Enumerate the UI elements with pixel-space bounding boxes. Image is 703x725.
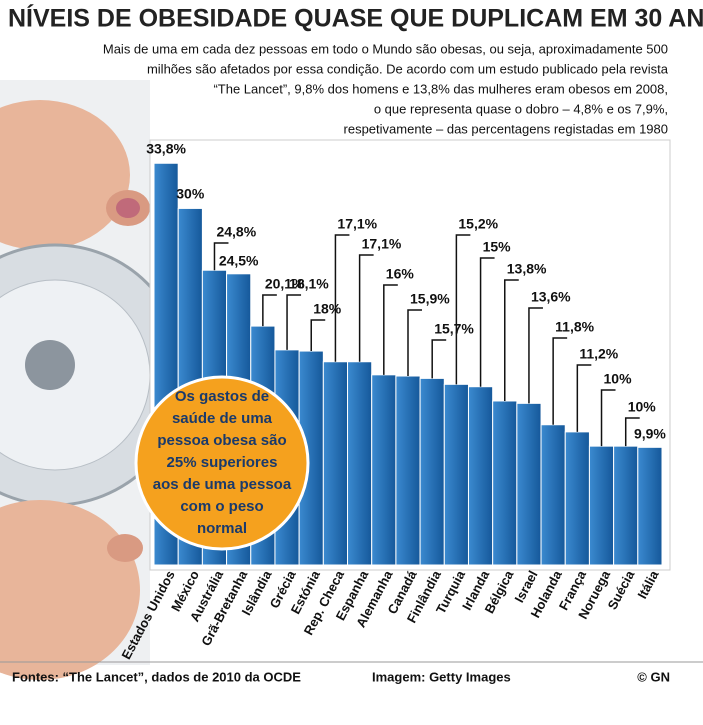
- value-label: 10%: [628, 399, 657, 415]
- leader-line: [334, 234, 350, 362]
- bar: [492, 400, 518, 566]
- bar: [613, 445, 639, 566]
- leader-line: [286, 294, 302, 350]
- leader-line: [407, 309, 422, 377]
- value-label: 24,8%: [216, 224, 256, 240]
- leader-line: [624, 417, 640, 447]
- value-label: 18,1%: [289, 276, 329, 292]
- leader-line: [455, 234, 471, 385]
- bar: [467, 386, 494, 566]
- subtitle-line: Mais de uma em cada dez pessoas em todo …: [103, 41, 668, 56]
- value-label: 15,7%: [434, 321, 474, 337]
- leader-line: [552, 337, 568, 425]
- bar: [540, 424, 566, 566]
- value-label: 17,1%: [362, 236, 402, 252]
- value-label: 13,6%: [531, 289, 571, 305]
- bar: [516, 402, 542, 566]
- value-label: 20,1%: [265, 276, 305, 292]
- annotation-line: 25% superiores: [167, 454, 278, 471]
- value-label: 15%: [483, 239, 512, 255]
- annotation-bubble: [134, 375, 310, 551]
- bar: [371, 374, 397, 566]
- bar: [443, 383, 469, 566]
- bar: [564, 431, 590, 566]
- value-label: 9,9%: [634, 426, 666, 442]
- leader-line: [310, 319, 326, 352]
- value-label: 11,2%: [579, 346, 618, 362]
- leader-line: [358, 254, 374, 362]
- subtitle-line: o que representa quase o dobro – 4,8% e …: [374, 101, 668, 116]
- bar: [419, 377, 445, 566]
- value-label: 11,8%: [555, 319, 594, 335]
- bar: [637, 446, 663, 566]
- value-label: 17,1%: [337, 216, 377, 232]
- value-label: 18%: [313, 301, 342, 317]
- x-tick-label: Itália: [634, 567, 662, 601]
- leader-line: [431, 339, 447, 379]
- annotation-line: Os gastos de: [175, 388, 269, 405]
- leader-line: [504, 279, 519, 401]
- value-label: 16%: [386, 266, 415, 282]
- annotation-line: com o peso: [180, 498, 263, 515]
- annotation-line: normal: [197, 520, 247, 537]
- bar: [395, 375, 421, 566]
- value-label: 15,9%: [410, 291, 450, 307]
- subtitle-line: milhões são afetados por essa condição. …: [147, 61, 669, 76]
- sources: Fontes: “The Lancet”, dados de 2010 da O…: [12, 669, 301, 684]
- bar: [588, 445, 615, 566]
- value-label: 24,5%: [219, 253, 259, 269]
- leader-line: [576, 364, 592, 432]
- leader-line: [479, 257, 495, 387]
- chart-title: NÍVEIS DE OBESIDADE QUASE QUE DUPLICAM E…: [8, 4, 703, 33]
- bar: [322, 361, 349, 566]
- leader-line: [528, 307, 543, 404]
- value-label: 10%: [604, 371, 633, 387]
- leader-line: [600, 389, 616, 447]
- bar: [347, 361, 373, 566]
- annotation-line: aos de uma pessoa: [153, 476, 292, 493]
- subtitle-line: “The Lancet”, 9,8% dos homens e 13,8% da…: [213, 81, 668, 96]
- leader-line: [383, 284, 398, 375]
- leader-line: [262, 294, 277, 327]
- subtitle-line: respetivamente – das percentagens regist…: [344, 121, 668, 136]
- annotation-line: pessoa obesa são: [157, 432, 286, 449]
- value-label: 30%: [176, 186, 205, 202]
- annotation-line: saúde de uma: [172, 410, 273, 427]
- image-credit: Imagem: Getty Images: [372, 669, 511, 684]
- value-label: 33,8%: [146, 141, 186, 157]
- value-label: 15,2%: [458, 216, 498, 232]
- value-label: 13,8%: [507, 261, 547, 277]
- leader-line: [213, 242, 229, 271]
- copyright: © GN: [637, 669, 670, 684]
